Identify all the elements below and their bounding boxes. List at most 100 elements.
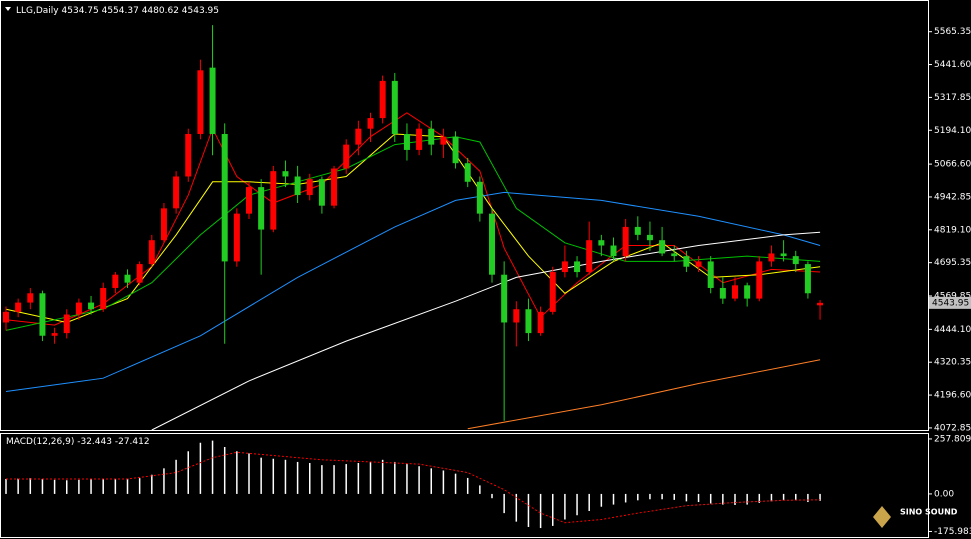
candle-body	[112, 274, 119, 288]
candle-body	[51, 333, 58, 336]
candle-body	[148, 240, 155, 265]
y-tick-label: 5441.60	[934, 60, 971, 70]
candle-body	[501, 274, 508, 323]
candle-body	[331, 168, 338, 206]
candle-body	[88, 302, 95, 310]
price-marker-label: 4543.95	[932, 298, 969, 308]
moving-average	[5, 191, 821, 392]
candle-body	[209, 67, 216, 135]
candle-body	[379, 80, 386, 119]
signal-line	[6, 451, 821, 524]
y-tick-label: 4196.60	[934, 391, 971, 401]
candle-body	[768, 253, 775, 262]
candle-body	[695, 261, 702, 267]
macd-tick-label: -175.983	[934, 527, 971, 537]
y-tick-label: 5317.85	[934, 93, 971, 103]
candle-body	[756, 261, 763, 299]
logo-mark	[873, 506, 891, 528]
candle-body	[817, 302, 824, 306]
y-tick-label: 4320.35	[934, 358, 971, 368]
price-marker	[929, 296, 971, 309]
candle-body	[452, 136, 459, 164]
candle-body	[780, 253, 787, 257]
candle-body	[804, 264, 811, 294]
candle-body	[246, 187, 252, 214]
macd-value: -32.443	[77, 437, 112, 447]
y-tick-label: 5066.60	[934, 160, 971, 170]
candle-body	[646, 234, 653, 241]
candle-body	[391, 80, 398, 135]
candle-body	[464, 163, 471, 182]
menu-arrow	[5, 7, 11, 11]
signal-value: -27.412	[115, 437, 150, 447]
candle-body	[416, 128, 423, 150]
candle-body	[3, 311, 9, 323]
y-tick-label: 4072.85	[934, 423, 971, 433]
candle-body	[476, 181, 483, 214]
candle-body	[173, 176, 180, 209]
candle-body	[258, 187, 265, 230]
candle-body	[671, 253, 678, 257]
moving-average	[151, 231, 821, 431]
chart-title: LLG,Daily 4534.75 4554.37 4480.62 4543.9…	[16, 6, 219, 16]
y-tick-label: 4695.35	[934, 258, 971, 268]
y-tick-label: 4444.10	[934, 325, 971, 335]
candle-body	[537, 311, 544, 334]
candle-body	[403, 134, 410, 150]
candle-body	[75, 302, 82, 315]
candle-body	[355, 128, 362, 145]
candle-body	[233, 213, 240, 262]
candle-body	[719, 287, 726, 299]
price-panel-frame	[0, 0, 929, 431]
candle-body	[683, 256, 690, 267]
candle-body	[343, 144, 350, 169]
symbol: LLG,Daily	[16, 6, 59, 16]
candle-body	[15, 302, 22, 312]
high-value: 4554.37	[102, 6, 139, 16]
candle-body	[561, 261, 568, 273]
candle-body	[732, 285, 738, 299]
candle-body	[489, 213, 495, 275]
candle-body	[744, 285, 751, 299]
candle-body	[792, 256, 799, 265]
candle-body	[100, 287, 107, 310]
candle-body	[197, 70, 204, 135]
candle-body	[428, 128, 435, 145]
candle-body	[63, 314, 70, 334]
candle-body	[318, 179, 325, 206]
candle-body	[622, 226, 629, 257]
candle-body	[221, 134, 228, 262]
macd-name: MACD(12,26,9)	[6, 437, 74, 447]
candle-body	[440, 136, 447, 145]
candle-body	[549, 272, 556, 312]
macd-tick-label: 0.00	[934, 489, 954, 499]
candle-body	[707, 261, 714, 288]
candle-body	[160, 208, 167, 241]
y-tick-label: 4819.10	[934, 225, 971, 235]
moving-average	[467, 359, 821, 430]
logo: SINO SOUND	[873, 506, 958, 528]
macd-panel-frame	[0, 433, 929, 538]
candle-body	[659, 240, 666, 254]
candle-body	[294, 176, 301, 196]
y-tick-label: 4942.85	[934, 192, 971, 202]
moving-average	[5, 136, 821, 331]
close-value: 4543.95	[182, 6, 219, 16]
candle-body	[124, 274, 131, 283]
low-value: 4480.62	[142, 6, 179, 16]
candle-body	[39, 293, 46, 336]
candle-body	[586, 240, 593, 273]
candle-body	[513, 309, 520, 323]
candle-body	[282, 171, 289, 177]
candle-body	[270, 171, 277, 230]
y-tick-label: 5565.35	[934, 27, 971, 37]
macd-title: MACD(12,26,9) -32.443 -27.412	[6, 437, 150, 447]
candle-body	[306, 179, 313, 196]
candle-body	[367, 118, 374, 129]
candle-body	[136, 264, 143, 283]
watermark: SINO SOUND	[900, 508, 958, 517]
y-tick-label: 5194.10	[934, 126, 971, 136]
macd-tick-label: 257.809	[934, 434, 971, 444]
